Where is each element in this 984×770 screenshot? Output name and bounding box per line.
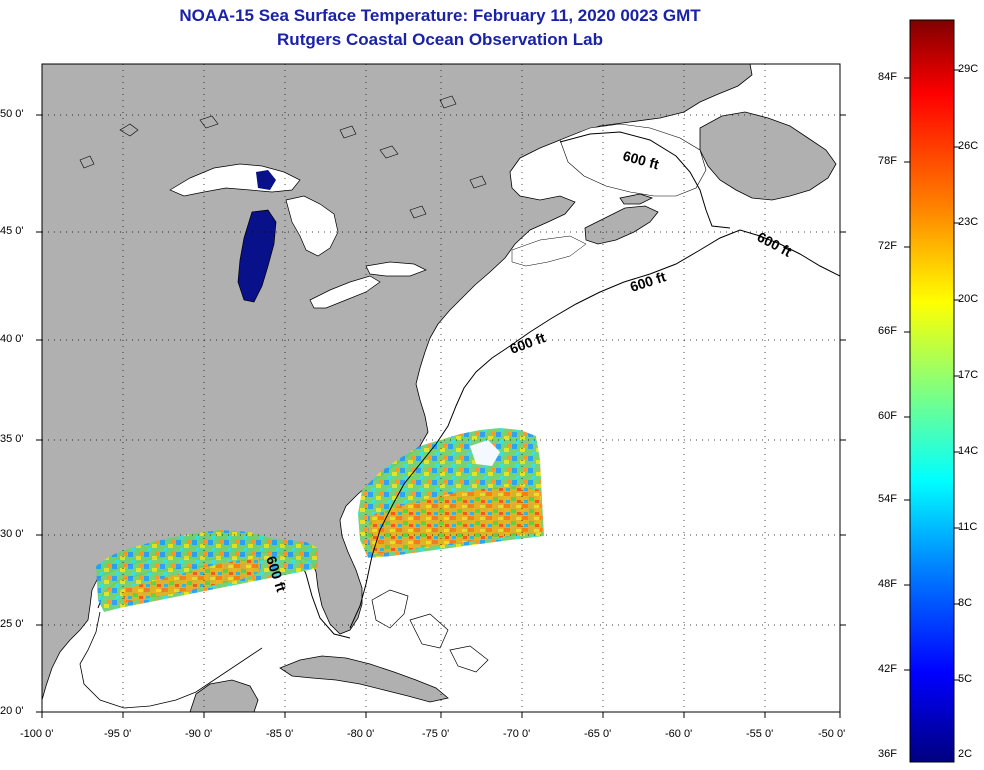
lon-tick-label: -75 0'	[422, 728, 450, 740]
colorbar-c-label: 26C	[958, 140, 979, 152]
lake-huron	[285, 195, 339, 257]
lon-tick-label: -60 0'	[665, 728, 693, 740]
colorbar-f-label: 60F	[878, 410, 897, 422]
lat-tick-label: 30 0'	[0, 528, 24, 540]
colorbar-f-label: 36F	[878, 748, 897, 760]
lat-tick-label: 35 0'	[0, 433, 24, 445]
colorbar-f-label: 84F	[878, 71, 897, 83]
shelf-contour-600ft-north	[559, 131, 731, 229]
lon-tick-label: -65 0'	[584, 728, 612, 740]
lon-tick-label: -55 0'	[746, 728, 774, 740]
colorbar	[909, 19, 955, 763]
colorbar-c-label: 29C	[958, 63, 979, 75]
lat-tick-label: 45 0'	[0, 225, 24, 237]
lon-tick-label: -80 0'	[347, 728, 375, 740]
sst-swath-atlantic-warm	[368, 486, 542, 554]
lat-tick-label: 25 0'	[0, 618, 24, 630]
lake-ontario	[365, 261, 427, 277]
sst-cold-patch	[470, 440, 500, 466]
lon-tick-label: -70 0'	[503, 728, 531, 740]
lat-tick-label: 20 0'	[0, 705, 24, 717]
colorbar-c-label: 23C	[958, 216, 979, 228]
gulf-deep-contour	[79, 611, 263, 709]
lat-tick-label: 50 0'	[0, 108, 24, 120]
sst-swath-gulf-warm	[120, 558, 260, 602]
colorbar-c-label: 17C	[958, 369, 979, 381]
land-yucatan	[189, 679, 259, 712]
lon-tick-label: -85 0'	[266, 728, 294, 740]
lat-tick-label: 40 0'	[0, 333, 24, 345]
colorbar-c-label: 20C	[958, 293, 979, 305]
map-title: NOAA-15 Sea Surface Temperature: Februar…	[179, 6, 701, 25]
colorbar-f-label: 78F	[878, 155, 897, 167]
colorbar-c-label: 5C	[958, 673, 973, 685]
northern-lakes	[79, 95, 487, 219]
bahamas-bank	[371, 589, 489, 673]
lon-tick-label: -95 0'	[104, 728, 132, 740]
colorbar-f-label: 66F	[878, 325, 897, 337]
map-subtitle: Rutgers Coastal Ocean Observation Lab	[277, 30, 603, 49]
land-cuba	[279, 655, 449, 703]
axis-ticks	[36, 114, 846, 718]
lake-erie	[309, 275, 381, 309]
land-pei	[619, 193, 654, 205]
gulf-of-maine	[511, 235, 587, 267]
colorbar-c-label: 11C	[958, 521, 978, 533]
colorbar-f-label: 72F	[878, 240, 897, 252]
colorbar-ticks	[904, 69, 960, 681]
lon-tick-label: -50 0'	[818, 728, 846, 740]
colorbar-c-label: 14C	[958, 445, 979, 457]
lon-tick-label: -100 0'	[20, 728, 54, 740]
land-newfoundland	[699, 111, 837, 201]
colorbar-c-label: 2C	[958, 748, 973, 760]
shelf-contour-600ft	[349, 229, 840, 629]
colorbar-f-label: 42F	[878, 663, 897, 675]
lon-tick-label: -90 0'	[185, 728, 213, 740]
colorbar-f-label: 54F	[878, 493, 897, 505]
graticule	[42, 64, 840, 712]
colorbar-c-label: 8C	[958, 597, 973, 609]
lake-superior-ice	[256, 170, 276, 190]
lake-michigan	[237, 209, 277, 303]
land-nova-scotia	[584, 205, 659, 245]
colorbar-f-label: 48F	[878, 578, 897, 590]
gulf-st-lawrence	[559, 123, 707, 197]
